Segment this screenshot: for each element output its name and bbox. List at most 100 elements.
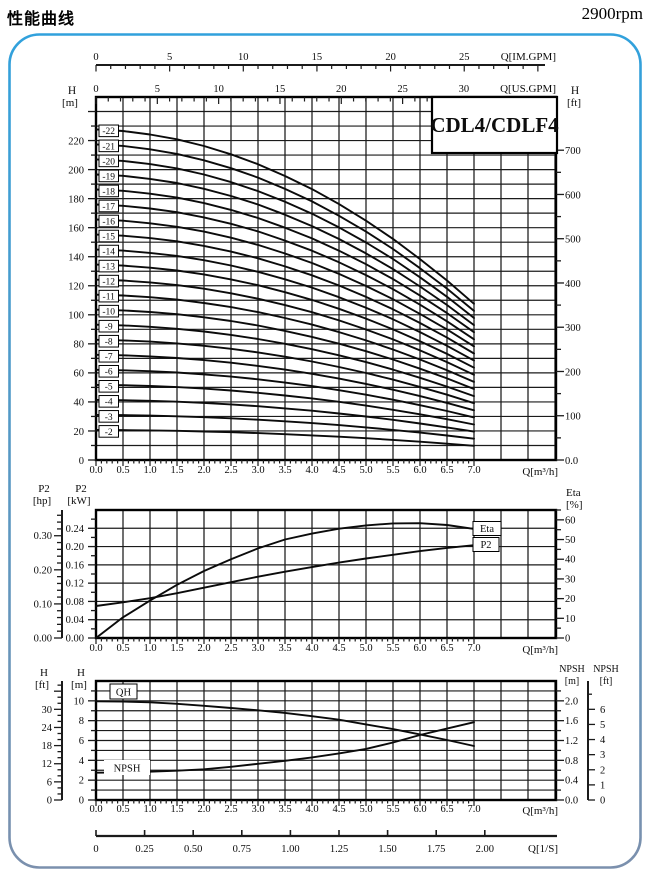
head-curve-stage-14 — [95, 248, 475, 362]
stage-label: -6 — [105, 368, 113, 378]
npsh-curve — [95, 721, 475, 774]
head-curve-stage-3 — [95, 413, 475, 440]
head-curve-stage-16 — [95, 218, 475, 348]
x-tick-label: 2.5 — [224, 804, 237, 815]
stage-label-box — [98, 229, 119, 243]
y-tick-label: 20 — [565, 594, 576, 605]
stage-label-box — [98, 139, 119, 153]
x-tick-label: 7.0 — [467, 465, 480, 476]
y-tick-label: 2 — [79, 776, 84, 787]
x-tick-label: 4.0 — [305, 465, 318, 476]
y-tick-label: 0.0 — [565, 796, 578, 807]
stage-label: -12 — [102, 278, 115, 288]
stage-label-box — [98, 349, 119, 363]
y-tick-label: 0.10 — [34, 599, 52, 610]
x-tick-label: 1.5 — [170, 643, 183, 654]
head-curve-stage-7 — [95, 353, 475, 412]
stage-label: -18 — [102, 187, 115, 197]
x-tick-label: 15 — [312, 52, 323, 63]
x-tick-label: 6.0 — [413, 465, 426, 476]
y-tick-label: 24 — [42, 723, 53, 734]
y-tick-label: 0.00 — [66, 634, 84, 645]
stage-label: -14 — [102, 247, 115, 257]
y-tick-label: 30 — [42, 705, 53, 716]
stage-label-box — [98, 304, 119, 318]
x-tick-label: 1.5 — [170, 804, 183, 815]
x-tick-label: 3.5 — [278, 804, 291, 815]
head-curve-stage-5 — [95, 383, 475, 426]
axis-title: [ft] — [35, 679, 49, 691]
stage-label: -17 — [102, 202, 115, 212]
head-curve-stage-2 — [95, 428, 475, 447]
y-tick-label: 400 — [565, 279, 581, 290]
plot-border — [94, 95, 558, 462]
x-tick-label: 3.5 — [278, 643, 291, 654]
x-tick-label: 2.00 — [476, 844, 494, 855]
x-axis-unit: Q[IM.GPM] — [501, 51, 556, 63]
x-tick-label: 10 — [238, 52, 249, 63]
y-tick-label: 100 — [68, 311, 84, 322]
x-tick-label: 1.50 — [378, 844, 396, 855]
head-curve-stage-10 — [95, 308, 475, 390]
stage-label-box — [98, 214, 119, 228]
x-tick-label: 20 — [385, 52, 396, 63]
stage-label-box — [98, 244, 119, 258]
y-tick-label: 120 — [68, 282, 84, 293]
y-tick-label: 3 — [600, 750, 605, 761]
stage-label-box — [98, 334, 119, 348]
x-tick-label: 6.5 — [440, 643, 453, 654]
y-tick-label: 1 — [600, 780, 605, 791]
x-tick-label: 4.5 — [332, 804, 345, 815]
curve-label-box — [109, 683, 138, 700]
stage-label: -10 — [102, 308, 115, 318]
x-axis-unit: Q[1/S] — [528, 843, 558, 855]
x-tick-label: 3.0 — [251, 643, 264, 654]
page-title: 性能曲线 — [7, 11, 76, 28]
y-tick-label: 60 — [74, 369, 85, 380]
head-curve-stage-13 — [95, 263, 475, 369]
y-tick-label: 0.20 — [34, 565, 52, 576]
axis-title: P2 — [38, 483, 50, 495]
y-tick-label: 8 — [79, 716, 84, 727]
stage-label: -5 — [105, 383, 113, 393]
x-tick-label: 30 — [459, 84, 470, 95]
stage-label: -11 — [103, 293, 116, 303]
y-tick-label: 220 — [68, 136, 84, 147]
x-tick-label: 6.0 — [413, 804, 426, 815]
x-tick-label: 25 — [459, 52, 470, 63]
stage-label-box — [98, 380, 119, 393]
qh-curve — [95, 700, 475, 747]
head-curve-stage-4 — [95, 398, 475, 433]
head-curve-stage-11 — [95, 293, 475, 383]
y-tick-label: 40 — [565, 555, 576, 566]
y-tick-label: 0.12 — [66, 579, 84, 590]
y-tick-label: 0.00 — [34, 634, 52, 645]
y-tick-label: 300 — [565, 323, 581, 334]
x-tick-label: 20 — [336, 84, 347, 95]
y-tick-label: 10 — [565, 614, 576, 625]
y-tick-label: 0.4 — [565, 776, 579, 787]
model-box — [430, 95, 559, 155]
y-tick-label: 60 — [565, 515, 576, 526]
y-tick-label: 0 — [79, 456, 84, 467]
x-tick-label: 5.5 — [386, 643, 399, 654]
x-tick-label: 0.75 — [233, 844, 251, 855]
y-tick-label: 0.04 — [66, 615, 85, 626]
x-tick-label: 3.5 — [278, 465, 291, 476]
stage-label-box — [98, 124, 119, 138]
y-tick-label: 6 — [47, 777, 52, 788]
y-tick-label: 20 — [74, 427, 85, 438]
x-tick-label: 4.0 — [305, 643, 318, 654]
x-axis-unit: Q[m³/h] — [522, 466, 558, 478]
stage-label: -7 — [105, 353, 113, 363]
x-tick-label: 2.0 — [197, 804, 210, 815]
head-curve-stage-19 — [95, 173, 475, 327]
y-tick-label: 0.24 — [66, 524, 85, 535]
x-tick-label: 15 — [275, 84, 286, 95]
x-tick-label: 0.50 — [184, 844, 202, 855]
y-tick-label: 200 — [565, 367, 581, 378]
head-curve-stage-22 — [95, 128, 475, 305]
y-tick-label: 50 — [565, 535, 576, 546]
y-tick-label: 600 — [565, 190, 581, 201]
